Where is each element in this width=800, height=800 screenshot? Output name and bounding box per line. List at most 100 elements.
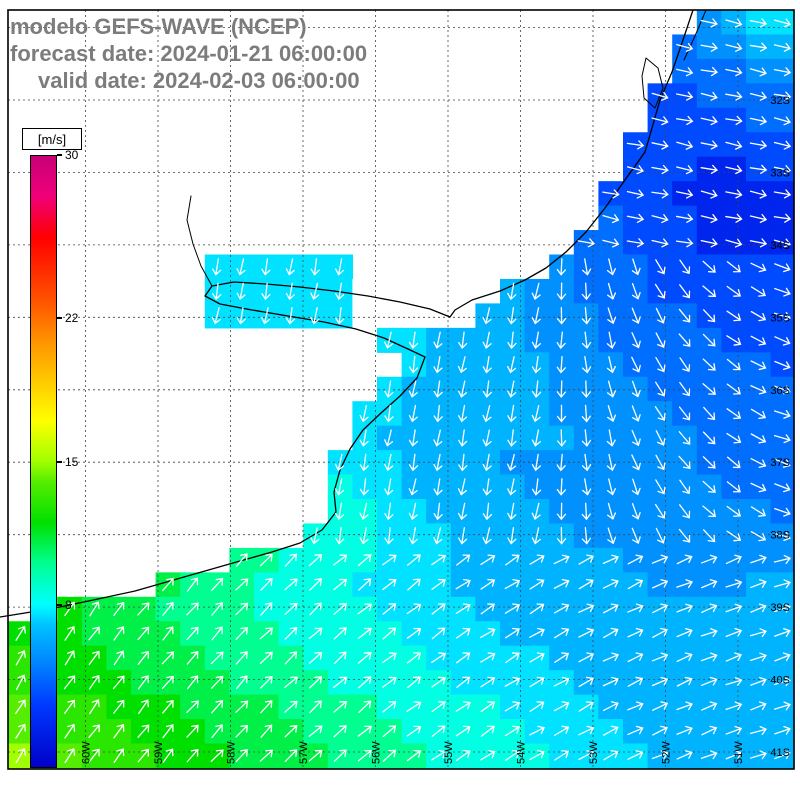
wind-arrow xyxy=(726,310,742,322)
wind-arrow xyxy=(63,675,76,690)
wind-arrow xyxy=(774,652,791,662)
wind-arrow xyxy=(700,189,718,199)
wind-arrow xyxy=(626,238,645,248)
wind-arrow xyxy=(577,238,596,248)
wind-arrow xyxy=(631,478,641,496)
wind-arrow xyxy=(726,505,742,517)
wind-arrow xyxy=(333,578,348,591)
wind-arrow xyxy=(703,406,716,421)
wind-arrow xyxy=(603,725,619,736)
wind-arrow xyxy=(162,626,174,641)
wind-arrow xyxy=(284,553,297,567)
wind-arrow xyxy=(382,554,397,566)
wind-arrow xyxy=(335,527,345,545)
wind-arrow xyxy=(725,18,743,28)
valid-date: valid date: 2024-02-03 06:00:00 xyxy=(38,68,360,93)
wind-arrow xyxy=(702,383,716,395)
wind-arrows xyxy=(15,18,792,764)
wind-arrow xyxy=(702,431,716,445)
wind-arrow xyxy=(384,527,394,545)
wind-arrow xyxy=(235,626,248,640)
wind-arrow xyxy=(701,725,718,736)
wind-arrow xyxy=(631,283,641,300)
wind-arrow xyxy=(308,749,323,762)
wind-arrow xyxy=(507,527,517,545)
wind-arrow xyxy=(211,602,223,616)
wind-arrow xyxy=(655,430,666,446)
wind-arrow xyxy=(725,701,743,711)
colorbar-unit-label: [m/s] xyxy=(22,128,82,150)
wind-arrow xyxy=(113,723,125,739)
wind-arrow xyxy=(651,91,669,101)
wind-arrow xyxy=(384,404,394,423)
wind-arrow xyxy=(431,578,446,590)
wind-arrow xyxy=(309,700,322,714)
wind-arrow xyxy=(284,700,298,713)
wind-arrow xyxy=(333,603,347,615)
wind-arrow xyxy=(529,676,545,688)
wind-arrow xyxy=(408,527,418,545)
wind-arrow xyxy=(651,164,669,175)
wind-arrow xyxy=(480,750,496,761)
wind-arrow xyxy=(531,380,542,398)
lat-label: 40S xyxy=(770,675,790,687)
wind-arrow xyxy=(382,603,397,615)
wind-arrow xyxy=(529,652,545,663)
lon-label: 58W xyxy=(226,741,238,764)
lat-label: 32S xyxy=(770,95,790,107)
wind-arrow xyxy=(235,749,248,763)
wind-arrow xyxy=(88,626,100,641)
wind-arrow xyxy=(285,282,295,301)
colorbar: [m/s] 30 22 15 8 xyxy=(22,128,112,780)
wind-arrow xyxy=(631,380,641,398)
wind-arrow xyxy=(725,652,743,662)
wind-arrow xyxy=(333,701,348,713)
wind-arrow xyxy=(603,750,619,761)
wind-arrow xyxy=(749,213,768,224)
wind-arrow xyxy=(259,627,274,640)
wind-arrow xyxy=(112,675,125,690)
wind-arrow xyxy=(556,282,567,301)
wind-arrow xyxy=(531,527,541,545)
wind-arrow xyxy=(482,307,492,325)
river-path xyxy=(186,195,213,287)
wind-arrow xyxy=(406,725,422,737)
wind-arrow xyxy=(480,676,496,688)
wind-arrow xyxy=(556,331,566,350)
wind-arrow xyxy=(655,356,666,373)
wind-arrow xyxy=(655,381,666,397)
wind-arrow xyxy=(655,307,666,324)
wind-arrow xyxy=(15,723,26,739)
wind-arrow xyxy=(606,478,616,496)
wind-arrow xyxy=(725,213,743,223)
wind-arrow xyxy=(408,380,418,398)
wind-arrow xyxy=(627,701,644,711)
wind-arrow xyxy=(679,357,691,373)
wind-arrow xyxy=(700,628,718,638)
wind-arrow xyxy=(456,676,471,689)
wind-arrow xyxy=(581,429,592,447)
wind-arrow xyxy=(137,650,149,665)
wind-arrow xyxy=(702,529,716,543)
wind-arrow xyxy=(455,627,471,639)
wind-arrow xyxy=(455,750,471,762)
wind-arrow xyxy=(211,724,223,739)
spit-path xyxy=(683,9,707,61)
wind-arrow xyxy=(578,554,594,565)
wind-cell xyxy=(352,278,378,304)
wind-arrow xyxy=(458,453,468,472)
wind-arrow xyxy=(433,331,443,349)
wind-arrow xyxy=(335,307,345,325)
wind-arrow xyxy=(652,627,668,638)
wind-arrow xyxy=(773,116,791,126)
wind-arrow xyxy=(700,164,719,174)
wind-arrow xyxy=(627,578,644,590)
wind-arrow xyxy=(260,700,273,714)
wind-arrow xyxy=(676,579,694,589)
wind-arrow xyxy=(531,404,541,423)
wind-arrow xyxy=(627,603,644,613)
wind-arrow xyxy=(655,527,666,544)
wind-arrow xyxy=(507,282,517,301)
wind-arrow xyxy=(480,725,495,737)
wind-arrow xyxy=(725,115,743,126)
